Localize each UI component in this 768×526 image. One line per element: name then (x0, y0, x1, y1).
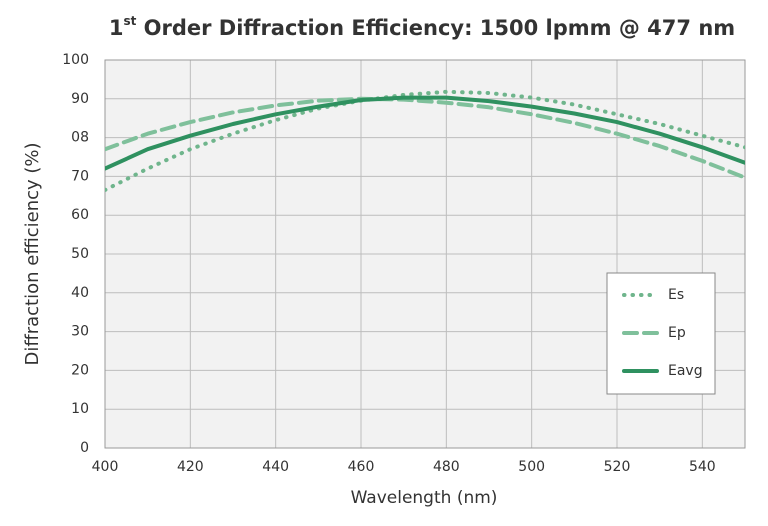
series-line (105, 96, 745, 180)
y-tick-label: 30 (71, 324, 89, 340)
x-tick-label: 500 (518, 459, 545, 475)
x-tick-label: 400 (92, 459, 119, 475)
y-tick-label: 10 (71, 401, 89, 417)
legend-label: Ep (668, 325, 686, 341)
y-tick-label: 08 (71, 130, 89, 146)
y-tick-label: 90 (71, 91, 89, 107)
x-tick-label: 480 (433, 459, 460, 475)
legend-label: Es (668, 287, 684, 303)
title-superscript: st (123, 14, 136, 28)
x-tick-label: 440 (262, 459, 289, 475)
y-tick-label: 50 (71, 246, 89, 262)
legend-label: Eavg (668, 363, 703, 379)
y-tick-label: 60 (71, 207, 89, 223)
y-axis-label: Diffraction efficiency (%) (22, 142, 43, 365)
plot-border (104, 59, 746, 449)
y-tick-label: 70 (71, 168, 89, 184)
chart-title: 1st Order Diffraction Efficiency: 1500 l… (109, 14, 735, 41)
x-tick-label: 540 (689, 459, 716, 475)
series-line (105, 89, 745, 192)
y-tick-label: 40 (71, 285, 89, 301)
x-tick-label: 520 (604, 459, 631, 475)
y-tick-label: 100 (62, 52, 89, 68)
title-part: 1 (109, 16, 124, 40)
x-tick-label: 460 (348, 459, 375, 475)
x-axis-label: Wavelength (nm) (351, 488, 498, 508)
y-tick-label: 20 (71, 362, 89, 378)
title-part: Order Diffraction Efficiency: 1500 lpmm … (136, 16, 735, 40)
series-line (105, 95, 745, 171)
x-tick-label: 420 (177, 459, 204, 475)
y-tick-label: 0 (80, 440, 89, 456)
